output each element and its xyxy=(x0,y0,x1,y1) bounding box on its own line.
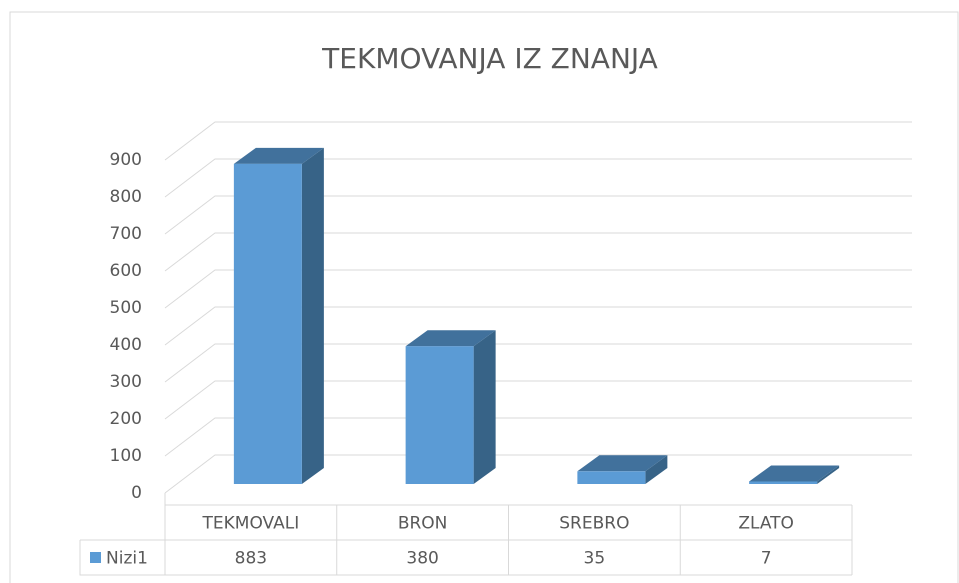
grid-line xyxy=(164,380,912,420)
table-value: 380 xyxy=(406,549,438,569)
grid-line xyxy=(164,454,912,494)
bar xyxy=(405,346,474,484)
x-tick-label: ZLATO xyxy=(738,514,794,534)
grid-line xyxy=(164,158,912,198)
bar-side xyxy=(817,465,840,484)
bar xyxy=(749,481,818,484)
y-tick-label: 700 xyxy=(110,224,142,244)
grid-line xyxy=(164,121,912,161)
y-tick-label: 0 xyxy=(131,483,142,503)
grid-line xyxy=(164,195,912,235)
legend-swatch xyxy=(90,552,101,563)
bar-side xyxy=(473,330,496,484)
grid-line xyxy=(164,417,912,457)
table-grid xyxy=(79,493,853,576)
y-tick-label: 900 xyxy=(110,150,142,170)
legend-label: Nizi1 xyxy=(106,549,148,569)
table-value: 7 xyxy=(761,549,772,569)
y-tick-label: 200 xyxy=(110,409,142,429)
y-tick-label: 800 xyxy=(110,187,142,207)
x-tick-label: BRON xyxy=(398,514,448,534)
bar-top xyxy=(749,465,840,482)
bar-side xyxy=(645,455,668,484)
grid-line xyxy=(164,232,912,272)
x-tick-label: TEKMOVALI xyxy=(202,514,300,534)
y-tick-label: 500 xyxy=(110,298,142,318)
grid-line xyxy=(164,306,912,346)
bar xyxy=(233,163,302,484)
chart-title: TEKMOVANJA IZ ZNANJA xyxy=(321,42,658,75)
y-tick-label: 300 xyxy=(110,372,142,392)
y-tick-label: 600 xyxy=(110,261,142,281)
bar-top xyxy=(577,455,668,472)
grid-line xyxy=(164,343,912,383)
bar-top xyxy=(405,330,496,347)
table-value: 883 xyxy=(235,549,267,569)
bar xyxy=(577,471,646,484)
bar-top xyxy=(233,147,324,164)
grid-line xyxy=(164,269,912,309)
x-tick-label: SREBRO xyxy=(559,514,629,534)
table-value: 35 xyxy=(584,549,606,569)
bar-side xyxy=(301,147,324,484)
chart-border xyxy=(9,11,959,583)
y-tick-label: 400 xyxy=(110,335,142,355)
y-tick-label: 100 xyxy=(110,446,142,466)
